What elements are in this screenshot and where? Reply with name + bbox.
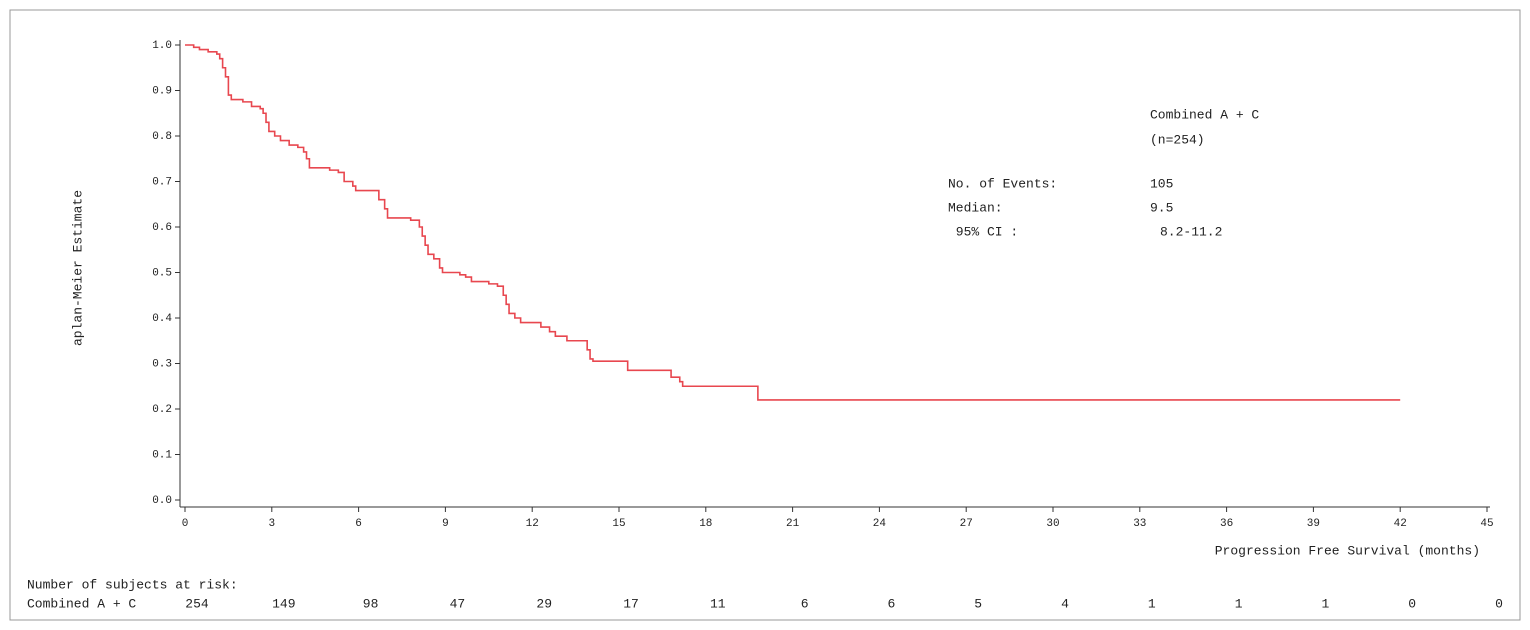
risk-count: 254 [185, 596, 209, 611]
x-tick-label: 9 [442, 518, 449, 530]
risk-count: 149 [272, 596, 295, 611]
y-tick-label: 0.8 [152, 131, 172, 143]
annotation: 105 [1150, 176, 1173, 191]
annotation: 95% CI : [948, 224, 1018, 239]
x-tick-label: 24 [873, 518, 887, 530]
y-tick-label: 0.7 [152, 176, 172, 188]
y-tick-label: 0.6 [152, 222, 172, 234]
x-tick-label: 33 [1133, 518, 1146, 530]
x-tick-label: 42 [1394, 518, 1407, 530]
x-tick-label: 45 [1480, 518, 1493, 530]
annotation: Median: [948, 200, 1003, 215]
x-tick-label: 39 [1307, 518, 1320, 530]
y-tick-label: 0.4 [152, 313, 172, 325]
risk-label: Combined A + C [27, 596, 136, 611]
x-tick-label: 12 [526, 518, 539, 530]
x-tick-label: 0 [182, 518, 189, 530]
x-tick-label: 18 [699, 518, 712, 530]
x-tick-label: 3 [268, 518, 275, 530]
risk-count: 47 [450, 596, 466, 611]
annotation: Combined A + C [1150, 107, 1259, 122]
annotation: 9.5 [1150, 200, 1173, 215]
risk-count: 0 [1495, 596, 1503, 611]
x-axis-label: Progression Free Survival (months) [1215, 543, 1480, 558]
risk-count: 5 [974, 596, 982, 611]
y-tick-label: 0.1 [152, 449, 172, 461]
survival-curve [185, 44, 1401, 401]
annotation: 8.2-11.2 [1160, 224, 1222, 239]
risk-count: 29 [536, 596, 552, 611]
risk-title: Number of subjects at risk: [27, 577, 238, 592]
y-axis-label: aplan-Meier Estimate [70, 190, 85, 346]
risk-count: 1 [1235, 596, 1243, 611]
risk-count: 1 [1148, 596, 1156, 611]
risk-count: 1 [1321, 596, 1329, 611]
x-tick-label: 27 [960, 518, 973, 530]
y-tick-label: 1.0 [152, 40, 172, 52]
x-tick-label: 21 [786, 518, 800, 530]
y-tick-label: 0.2 [152, 404, 172, 416]
risk-count: 98 [363, 596, 379, 611]
y-tick-label: 0.0 [152, 495, 172, 507]
risk-count: 0 [1408, 596, 1416, 611]
x-tick-label: 6 [355, 518, 362, 530]
risk-count: 11 [710, 596, 726, 611]
x-tick-label: 30 [1046, 518, 1059, 530]
risk-count: 17 [623, 596, 639, 611]
annotation: (n=254) [1150, 132, 1205, 147]
risk-count: 4 [1061, 596, 1069, 611]
y-tick-label: 0.9 [152, 85, 172, 97]
annotation: No. of Events: [948, 176, 1057, 191]
risk-count: 6 [887, 596, 895, 611]
x-tick-label: 36 [1220, 518, 1233, 530]
risk-count: 6 [801, 596, 809, 611]
y-tick-label: 0.5 [152, 267, 172, 279]
y-tick-label: 0.3 [152, 358, 172, 370]
x-tick-label: 15 [612, 518, 625, 530]
frame [9, 9, 1521, 621]
